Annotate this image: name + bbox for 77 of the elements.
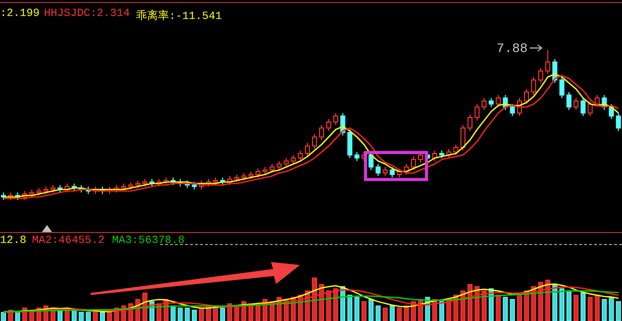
bar <box>496 294 501 321</box>
bar <box>616 301 621 321</box>
candlestick <box>304 142 310 157</box>
bar <box>312 278 317 321</box>
candlestick <box>410 156 416 170</box>
bar <box>184 308 190 321</box>
candlestick <box>298 150 303 162</box>
bar <box>354 296 360 321</box>
candlestick <box>347 129 352 158</box>
text: HHJSJDC:2.314 <box>44 8 130 20</box>
text: MA3:56378.8 <box>112 235 185 247</box>
candlestick <box>482 98 487 110</box>
bar <box>86 312 91 321</box>
bar <box>234 305 240 321</box>
bar <box>382 308 388 321</box>
bar <box>198 308 204 321</box>
bar <box>602 299 607 321</box>
bar <box>376 305 381 321</box>
candlestick <box>468 114 472 132</box>
candlestick <box>538 68 544 84</box>
bar <box>368 299 374 321</box>
bar <box>502 296 508 321</box>
bar <box>396 308 402 321</box>
text: 乖离率:-11.541 <box>136 8 222 23</box>
candlestick <box>496 94 501 108</box>
bar <box>100 312 105 321</box>
bar <box>510 299 515 321</box>
bar <box>608 296 614 321</box>
bar <box>326 290 332 321</box>
candlestick <box>390 166 395 178</box>
candlestick <box>474 104 480 121</box>
candlestick <box>453 144 458 156</box>
bar <box>390 305 395 321</box>
bar <box>516 292 522 321</box>
candlestick <box>588 100 593 116</box>
bar <box>78 312 84 321</box>
bar <box>460 290 466 321</box>
candlestick <box>376 164 381 176</box>
bar <box>361 301 366 321</box>
bar <box>439 301 444 321</box>
candlestick <box>333 112 338 126</box>
bar <box>580 292 586 321</box>
bar <box>192 310 197 321</box>
bar <box>347 294 352 321</box>
bar <box>178 308 183 321</box>
text: 12.8 <box>0 235 26 247</box>
bar <box>220 308 226 321</box>
bar <box>482 290 487 321</box>
bar <box>15 312 20 321</box>
candlestick <box>460 124 466 151</box>
bar <box>1 312 6 321</box>
bar <box>594 294 600 321</box>
bar <box>170 305 176 321</box>
text: MA2:46455.2 <box>32 235 105 247</box>
bar <box>566 290 572 321</box>
candlestick <box>510 104 515 116</box>
bar <box>404 305 409 321</box>
candlestick <box>319 124 324 140</box>
text: :2.199 <box>0 8 40 20</box>
candlestick <box>312 134 317 150</box>
candlestick <box>559 76 564 98</box>
bar <box>559 288 564 321</box>
candlestick <box>531 76 536 96</box>
bar <box>72 310 77 321</box>
candlestick <box>574 98 579 110</box>
bar <box>333 288 338 321</box>
bar <box>574 294 579 321</box>
candlestick <box>524 88 530 104</box>
bar <box>588 296 593 321</box>
candlestick <box>326 118 332 132</box>
candlestick <box>616 112 621 132</box>
candlestick <box>594 94 600 108</box>
candlestick <box>545 50 550 74</box>
bar <box>58 310 63 321</box>
annotation: 7.88 <box>496 41 528 56</box>
candlestick <box>580 98 586 116</box>
candlestick <box>566 92 572 110</box>
